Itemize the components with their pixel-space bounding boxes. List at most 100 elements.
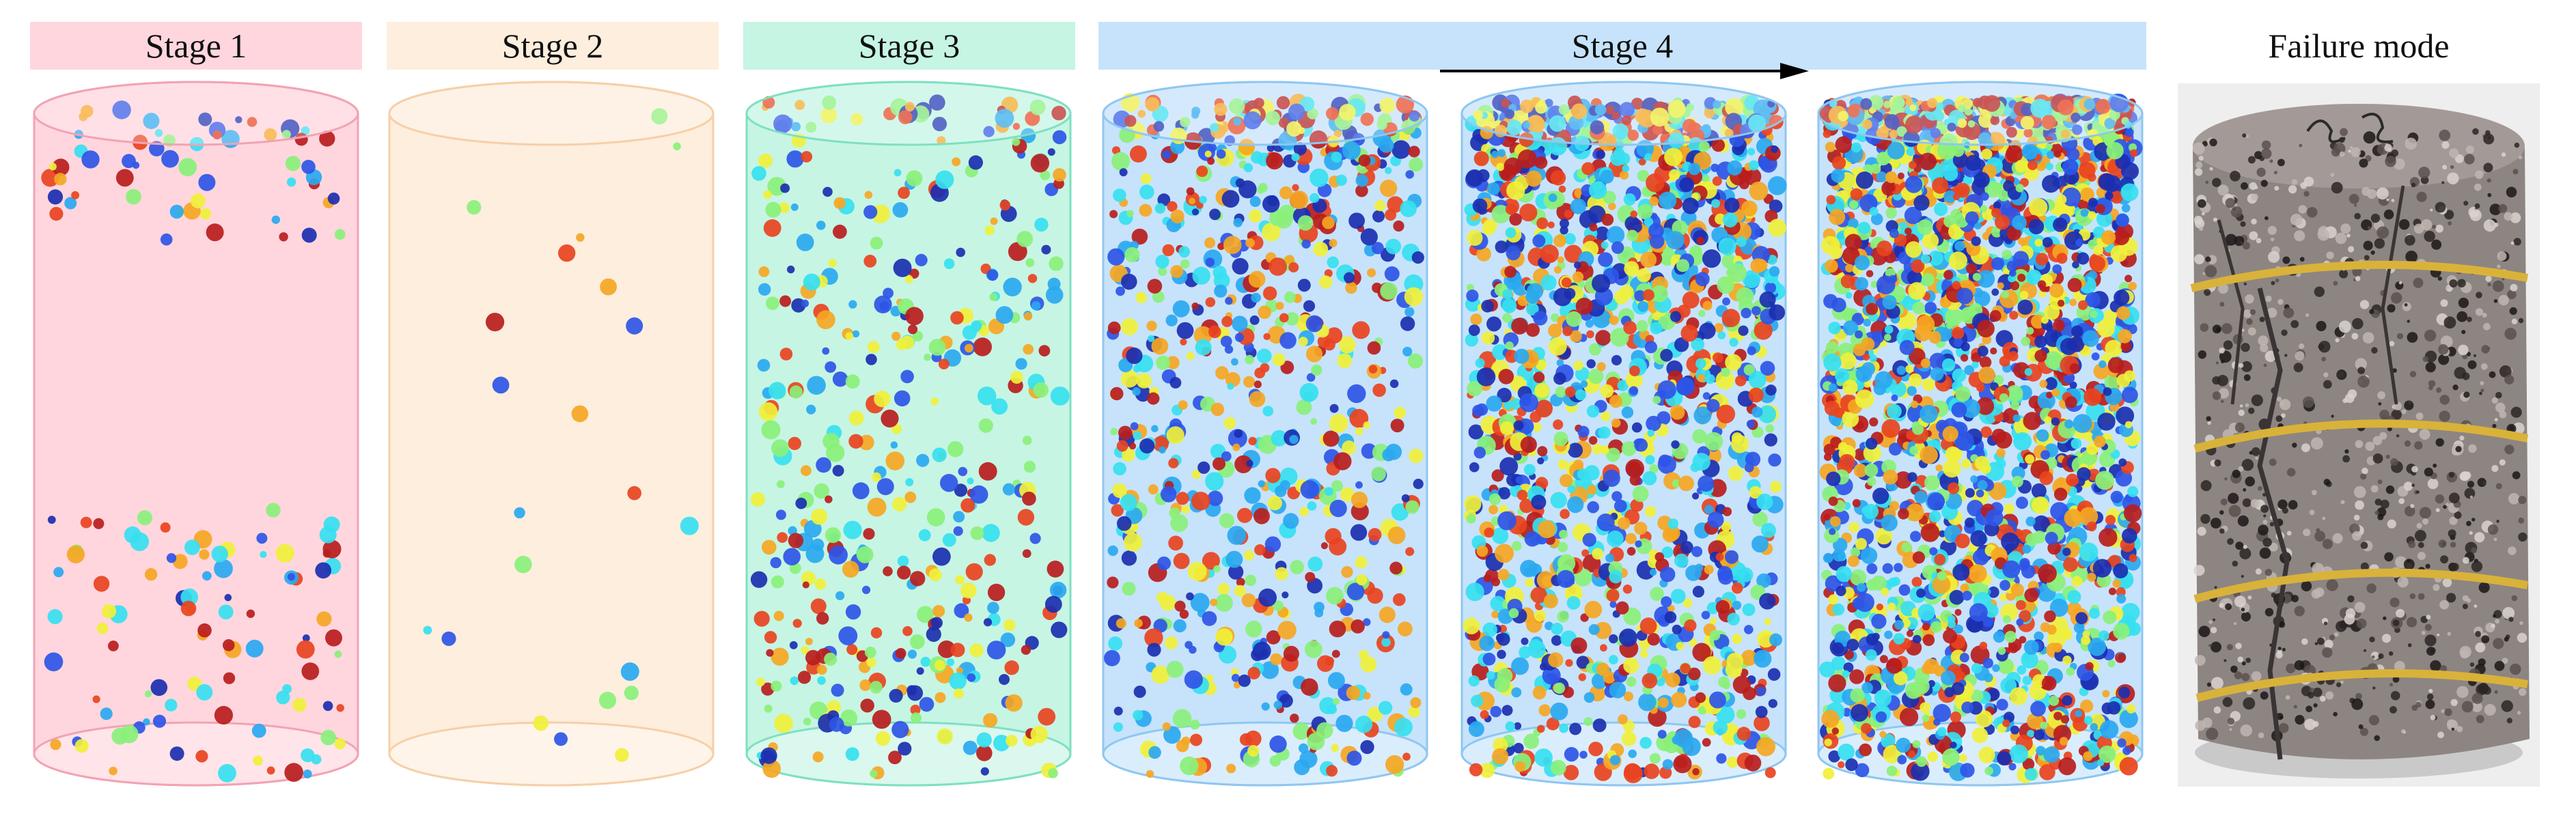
ae-event	[860, 699, 874, 713]
ae-event	[1609, 634, 1618, 644]
ae-event	[758, 283, 771, 296]
ae-event	[1501, 705, 1513, 716]
ae-event	[1560, 219, 1569, 229]
ae-event	[1355, 481, 1363, 489]
ae-event	[1984, 604, 1999, 618]
ae-event	[838, 626, 858, 645]
ae-event	[1670, 311, 1682, 322]
ae-event	[1863, 318, 1871, 327]
ae-event	[1634, 290, 1646, 302]
ae-event	[2119, 757, 2138, 776]
ae-event	[928, 568, 942, 582]
ae-event	[761, 420, 781, 440]
ae-event	[2080, 187, 2094, 202]
ae-event	[814, 483, 829, 499]
ae-event	[1912, 740, 1921, 748]
ae-event	[1580, 613, 1589, 622]
ae-event	[1751, 535, 1769, 553]
ae-event	[1519, 204, 1538, 222]
ae-event	[2079, 507, 2099, 526]
ae-event	[1695, 358, 1706, 369]
ae-event	[1714, 323, 1724, 333]
ae-event	[287, 573, 295, 581]
ae-event	[1363, 618, 1371, 626]
ae-event	[1764, 767, 1776, 778]
ae-event	[1716, 404, 1736, 423]
ae-event	[1153, 121, 1165, 132]
ae-event	[1571, 103, 1588, 120]
ae-event	[1704, 505, 1714, 514]
ae-event	[1724, 197, 1740, 213]
ae-event	[1473, 447, 1486, 459]
ae-event	[1367, 341, 1381, 355]
ae-event	[1237, 507, 1253, 523]
ae-event	[1379, 98, 1396, 113]
ae-event	[1978, 746, 1995, 763]
ae-event	[1577, 425, 1590, 438]
ae-event	[1360, 656, 1377, 673]
ae-event	[1249, 209, 1262, 223]
ae-event	[2088, 608, 2100, 619]
ae-event	[1717, 331, 1726, 339]
ae-event	[1616, 601, 1629, 615]
ae-event	[1668, 132, 1685, 149]
ae-event	[768, 382, 786, 399]
ae-event	[1559, 723, 1568, 733]
ae-event	[1332, 698, 1340, 705]
ae-event	[1692, 768, 1700, 776]
ae-event	[143, 113, 160, 130]
ae-event	[2012, 251, 2029, 267]
ae-event	[848, 300, 857, 309]
ae-event	[867, 341, 880, 354]
ae-event	[1027, 274, 1038, 283]
ae-event	[1601, 241, 1609, 249]
ae-event	[1555, 386, 1566, 398]
ae-event	[1598, 252, 1613, 267]
ae-event	[1248, 436, 1257, 446]
ae-event	[1609, 755, 1620, 766]
ae-event	[1468, 324, 1480, 336]
ae-event	[1404, 287, 1424, 307]
ae-event	[2105, 515, 2116, 525]
ae-event	[1644, 505, 1657, 518]
ae-event	[949, 672, 967, 690]
ae-event	[1707, 511, 1724, 529]
ae-event	[918, 529, 931, 542]
ae-event	[169, 746, 184, 761]
ae-event	[1226, 763, 1236, 774]
ae-event	[1870, 213, 1883, 225]
ae-event	[1557, 542, 1568, 552]
ae-event	[1173, 619, 1187, 633]
ae-event	[1166, 426, 1185, 445]
ae-event	[1162, 150, 1172, 159]
ae-event	[1049, 256, 1064, 271]
ae-event	[1738, 325, 1749, 336]
ae-event	[1283, 513, 1299, 529]
ae-event	[1961, 399, 1980, 418]
ae-event	[1588, 436, 1598, 445]
specimen-stage3	[745, 81, 1072, 787]
ae-event	[1156, 355, 1170, 370]
ae-event	[1254, 507, 1270, 524]
ae-event	[1900, 707, 1919, 727]
ae-event	[1964, 365, 1974, 376]
ae-event	[1525, 170, 1542, 187]
ae-event	[1192, 266, 1210, 285]
ae-event	[1709, 691, 1726, 709]
ae-event	[284, 763, 303, 782]
ae-event	[2002, 615, 2011, 623]
ae-event	[1385, 238, 1402, 255]
ae-event	[1667, 100, 1686, 118]
ae-event	[1657, 729, 1667, 739]
ae-event	[930, 397, 939, 406]
ae-event	[319, 526, 337, 544]
ae-event	[1649, 196, 1659, 206]
ae-event	[92, 695, 100, 703]
ae-event	[1228, 98, 1245, 115]
ae-event	[1702, 175, 1711, 182]
ae-event	[1652, 312, 1661, 321]
ae-event	[766, 296, 779, 310]
ae-event	[1385, 443, 1402, 460]
ae-event	[1731, 582, 1743, 594]
ae-event	[1209, 208, 1221, 221]
